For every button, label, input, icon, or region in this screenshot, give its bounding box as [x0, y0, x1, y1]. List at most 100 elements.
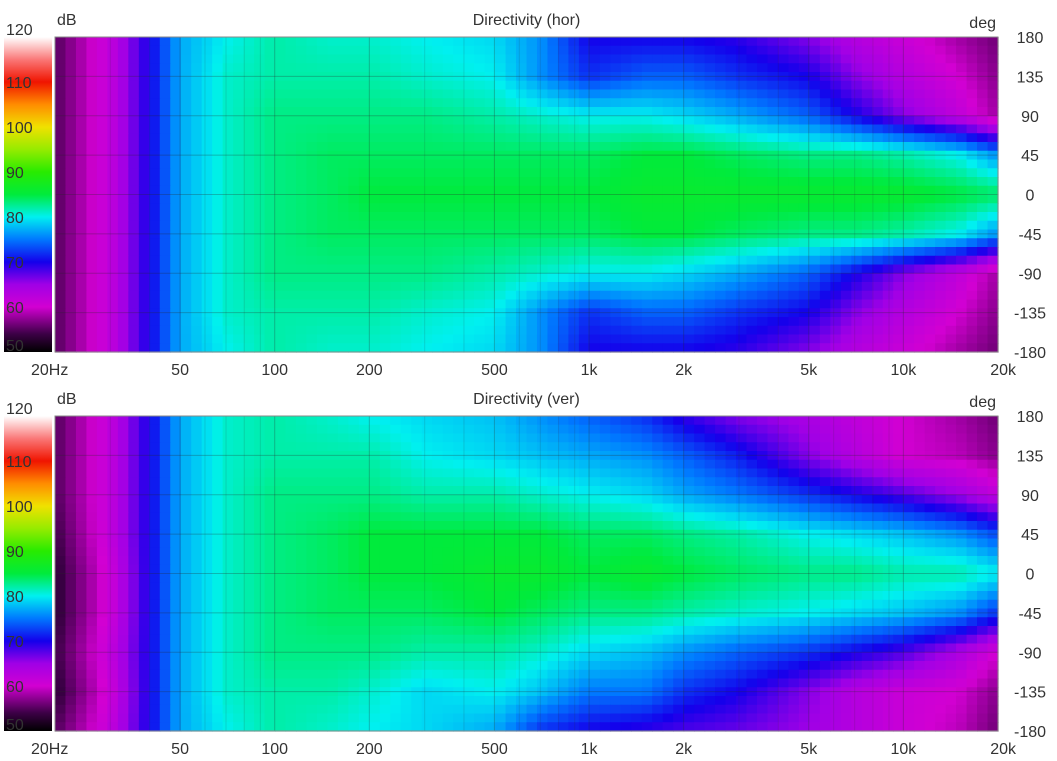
heatmap-cell: [65, 133, 77, 143]
heatmap-cell: [379, 529, 391, 540]
heatmap-cell: [610, 512, 622, 522]
heatmap-cell: [495, 317, 507, 327]
heatmap-cell: [610, 177, 622, 187]
heatmap-cell: [358, 194, 370, 204]
heatmap-cell: [484, 529, 496, 540]
heatmap-cell: [861, 459, 873, 470]
heatmap-cell: [641, 494, 653, 505]
heatmap-cell: [285, 299, 297, 309]
heatmap-cell: [463, 247, 475, 257]
heatmap-cell: [840, 282, 852, 292]
heatmap-cell: [956, 512, 968, 522]
heatmap-cell: [924, 547, 936, 557]
heatmap-cell: [170, 203, 182, 213]
heatmap-cell: [86, 573, 98, 583]
heatmap-cell: [191, 486, 203, 496]
heatmap-cell: [652, 177, 664, 187]
heatmap-cell: [222, 494, 234, 505]
heatmap-cell: [463, 433, 475, 443]
heatmap-cell: [379, 451, 391, 461]
heatmap-cell: [704, 299, 716, 309]
heatmap-cell: [882, 45, 894, 56]
heatmap-cell: [662, 168, 674, 178]
heatmap-cell: [987, 63, 999, 73]
heatmap-cell: [484, 290, 496, 301]
heatmap-cell: [463, 459, 475, 470]
heatmap-cell: [662, 80, 674, 91]
heatmap-cell: [872, 212, 884, 222]
heatmap-cell: [453, 416, 465, 426]
heatmap-cell: [138, 142, 150, 152]
heatmap-cell: [861, 124, 873, 134]
heatmap-cell: [369, 468, 381, 478]
heatmap-cell: [704, 238, 716, 248]
heatmap-cell: [453, 564, 465, 575]
heatmap-cell: [641, 238, 653, 248]
heatmap-cell: [568, 107, 580, 117]
heatmap-cell: [463, 98, 475, 108]
heatmap-cell: [505, 212, 517, 222]
heatmap-cell: [725, 494, 737, 505]
heatmap-cell: [264, 477, 276, 487]
heatmap-cell: [505, 185, 517, 196]
heatmap-cell: [830, 477, 842, 487]
heatmap-cell: [327, 416, 339, 426]
heatmap-cell: [285, 556, 297, 566]
heatmap-cell: [757, 124, 769, 134]
heatmap-cell: [872, 282, 884, 292]
heatmap-cell: [599, 80, 611, 91]
heatmap-cell: [138, 212, 150, 222]
heatmap-cell: [589, 37, 601, 47]
heatmap-cell: [840, 334, 852, 344]
heatmap-cell: [987, 177, 999, 187]
heatmap-cell: [243, 247, 255, 257]
heatmap-cell: [474, 308, 486, 318]
heatmap-cell: [798, 89, 810, 99]
heatmap-cell: [746, 98, 758, 108]
heatmap-cell: [138, 538, 150, 548]
heatmap-cell: [117, 229, 129, 239]
heatmap-cell: [243, 63, 255, 73]
heatmap-cell: [369, 72, 381, 82]
heatmap-cell: [861, 477, 873, 487]
heatmap-cell: [977, 486, 989, 496]
heatmap-cell: [893, 477, 905, 487]
heatmap-cell: [149, 282, 161, 292]
heatmap-cell: [96, 177, 108, 187]
heatmap-cell: [924, 433, 936, 443]
heatmap-cell: [285, 503, 297, 513]
heatmap-cell: [264, 308, 276, 318]
heatmap-cell: [369, 299, 381, 309]
heatmap-cell: [704, 115, 716, 126]
heatmap-cell: [851, 503, 863, 513]
heatmap-cell: [128, 442, 140, 452]
heatmap-cell: [358, 80, 370, 91]
heatmap-cell: [662, 142, 674, 152]
heatmap-cell: [474, 238, 486, 248]
heatmap-cell: [453, 290, 465, 301]
heatmap-cell: [757, 547, 769, 557]
heatmap-cell: [86, 451, 98, 461]
heatmap-cell: [830, 273, 842, 283]
heatmap-cell: [568, 538, 580, 548]
heatmap-cell: [516, 477, 528, 487]
heatmap-cell: [86, 80, 98, 91]
heatmap-cell: [180, 159, 192, 169]
heatmap-cell: [819, 247, 831, 257]
heatmap-cell: [578, 72, 590, 82]
heatmap-cell: [819, 124, 831, 134]
heatmap-cell: [86, 37, 98, 47]
heatmap-cell: [861, 503, 873, 513]
heatmap-cell: [55, 212, 67, 222]
heatmap-cell: [191, 273, 203, 283]
heatmap-cell: [840, 468, 852, 478]
heatmap-cell: [358, 538, 370, 548]
heatmap-cell: [568, 124, 580, 134]
heatmap-cell: [725, 212, 737, 222]
heatmap-cell: [275, 486, 287, 496]
heatmap-cell: [620, 229, 632, 239]
colorbar-tick-label: 50: [6, 338, 24, 355]
heatmap-cell: [882, 124, 894, 134]
heatmap-cell: [275, 547, 287, 557]
heatmap-cell: [453, 477, 465, 487]
